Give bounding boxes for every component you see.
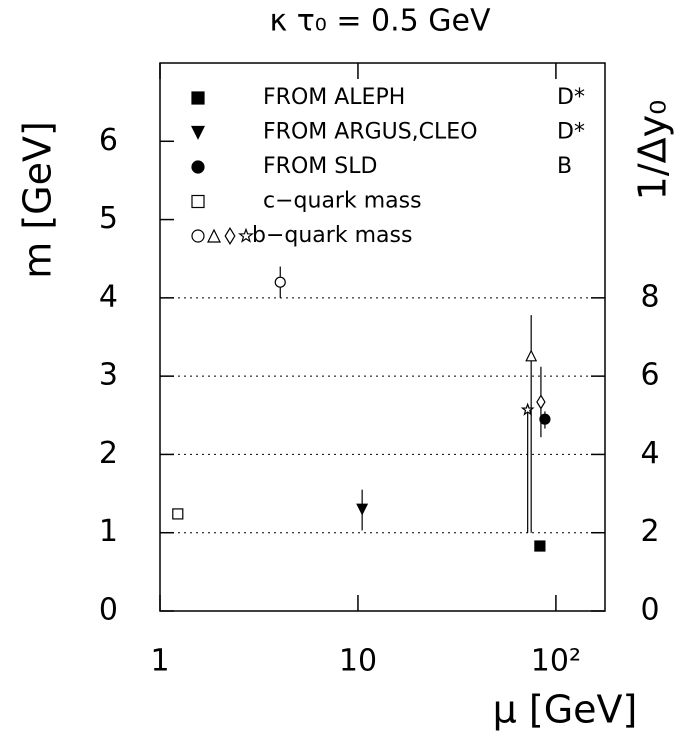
legend-label: FROM ALEPH <box>263 85 405 110</box>
y2-tick-label: 0 <box>640 593 659 628</box>
y-tick-label: 4 <box>99 279 118 314</box>
marker-star <box>520 402 535 416</box>
legend-note: D* <box>557 120 585 145</box>
marker-square <box>191 194 205 209</box>
marker-star <box>238 227 254 243</box>
y2-tick-label: 8 <box>640 279 659 314</box>
chart-title: κ τ₀ = 0.5 GeV <box>270 4 491 39</box>
marker-circle <box>191 229 205 243</box>
legend-note: D* <box>557 85 585 110</box>
marker-square <box>534 540 546 552</box>
y-tick-label: 5 <box>99 201 118 236</box>
marker-triangle <box>207 228 221 243</box>
marker-triangle <box>356 503 369 516</box>
y2-axis-label: 1/Δy₀ <box>631 100 675 201</box>
x-tick-label: 10 <box>339 644 377 679</box>
legend-label: c−quark mass <box>263 189 422 214</box>
marker-triangle <box>525 349 538 362</box>
marker-circle <box>539 413 551 425</box>
y-tick-label: 3 <box>99 358 118 393</box>
y-tick-label: 0 <box>99 593 118 628</box>
x-tick-label: 1 <box>150 644 169 679</box>
x-tick-label: 10² <box>531 644 581 679</box>
marker-square <box>191 91 205 105</box>
y2-tick-label: 2 <box>640 514 659 549</box>
x-axis-label: μ [GeV] <box>493 688 638 732</box>
marker-circle <box>274 276 286 288</box>
y-axis-label: m [GeV] <box>16 121 60 279</box>
y-tick-label: 2 <box>99 436 118 471</box>
marker-diamond <box>224 227 236 245</box>
legend-note: B <box>557 154 572 179</box>
marker-square <box>172 508 184 520</box>
marker-triangle <box>191 125 205 140</box>
legend-label: b−quark mass <box>252 223 412 248</box>
plot-frame <box>159 62 606 612</box>
y-tick-label: 1 <box>99 514 118 549</box>
legend-label: FROM ARGUS,CLEO <box>263 120 478 145</box>
y-tick-label: 6 <box>99 123 118 158</box>
legend-label: FROM SLD <box>263 154 377 179</box>
marker-circle <box>191 160 205 174</box>
y2-tick-label: 4 <box>640 436 659 471</box>
y2-tick-label: 6 <box>640 358 659 393</box>
marker-diamond <box>536 394 546 410</box>
